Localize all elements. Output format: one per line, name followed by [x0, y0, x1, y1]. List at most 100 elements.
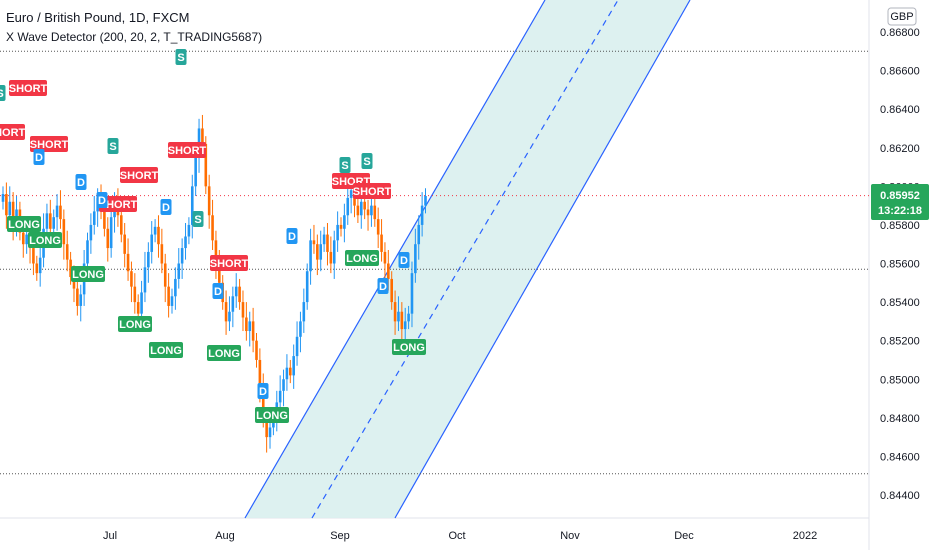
candle-body — [278, 390, 282, 403]
signal-badge — [71, 266, 105, 282]
signal-badge — [192, 211, 204, 227]
signal-label: SHORT — [9, 83, 48, 95]
d-signal: D — [96, 192, 108, 208]
candle-body — [72, 277, 76, 289]
candle-body — [52, 217, 55, 229]
candle-body — [268, 427, 272, 438]
signal-label: LONG — [393, 342, 425, 354]
candle-body — [295, 336, 299, 357]
candle-body — [184, 236, 187, 249]
candle-body — [32, 248, 35, 264]
signal-label: S — [363, 156, 370, 168]
candle-body — [414, 244, 417, 274]
candle-body — [397, 311, 400, 322]
signal-badge — [353, 183, 391, 199]
long-signal: LONG — [118, 316, 152, 332]
indicator-title[interactable]: X Wave Detector (200, 20, 2, T_TRADING56… — [6, 30, 263, 44]
candle-body — [319, 244, 323, 260]
candle-body — [373, 205, 377, 220]
candle-body — [241, 302, 245, 318]
d-signal: D — [160, 199, 172, 215]
candle-body — [407, 313, 410, 322]
signal-badge — [9, 80, 47, 96]
candle-body — [92, 211, 96, 225]
candle-body — [214, 240, 218, 264]
candle-body — [62, 219, 66, 245]
channel-fill — [245, 0, 690, 518]
signal-badge — [28, 232, 62, 248]
candle-body — [1, 194, 5, 202]
candle-body — [359, 201, 363, 216]
signal-label: LONG — [208, 348, 240, 360]
price-label-value: 0.85952 — [880, 190, 920, 202]
signal-badge — [30, 136, 68, 152]
y-tick-label: 0.86800 — [880, 27, 920, 39]
signal-badge — [99, 196, 137, 212]
signal-label: D — [35, 152, 43, 164]
candle-body — [282, 379, 285, 391]
candle-body — [326, 234, 329, 252]
candle-body — [255, 340, 258, 360]
current-price-label: 0.85952 13:22:18 — [871, 184, 929, 220]
candle-body — [261, 388, 265, 418]
d-signal: D — [377, 278, 389, 294]
signal-badge — [257, 383, 269, 399]
y-tick-label: 0.86400 — [880, 104, 920, 116]
currency-badge[interactable]: GBP — [887, 7, 917, 26]
candle-body — [194, 157, 197, 187]
candle-body — [177, 263, 181, 279]
signal-label: D — [259, 386, 267, 398]
s-signal: S — [175, 49, 187, 65]
signal-badge — [339, 157, 351, 173]
candle-body — [150, 234, 154, 252]
y-tick-label: 0.84600 — [880, 451, 920, 463]
candle-body — [123, 234, 126, 254]
signal-badge — [210, 255, 248, 271]
candle-body — [305, 271, 309, 303]
signal-label: D — [400, 255, 408, 267]
candle-body — [403, 321, 407, 330]
signal-badge — [33, 149, 45, 165]
signal-label: LONG — [256, 410, 288, 422]
candle-body — [69, 259, 72, 278]
candle-body — [366, 209, 370, 216]
signal-label: D — [214, 286, 222, 298]
signal-badge — [286, 228, 298, 244]
channel-lower-line — [394, 0, 691, 519]
candle-body — [174, 278, 177, 297]
signal-badge — [107, 138, 119, 154]
signal-label: SHORT — [210, 258, 249, 270]
regression-channel — [244, 0, 691, 519]
candle-body — [312, 240, 316, 245]
candle-body — [248, 321, 252, 332]
signal-badge — [398, 252, 410, 268]
candle-body — [343, 215, 346, 229]
short-signal: SHORT — [0, 124, 26, 140]
signal-label: S — [177, 52, 184, 64]
candle-body — [201, 128, 204, 144]
candle-body — [55, 205, 59, 218]
signal-label: SHORT — [120, 170, 159, 182]
currency-label: GBP — [890, 11, 913, 23]
channel-mid-line — [311, 0, 619, 519]
x-tick-label: Sep — [330, 530, 350, 542]
currency-box — [887, 7, 917, 26]
candle-body — [356, 205, 360, 216]
d-signal: D — [257, 383, 269, 399]
short-signal: SHORT — [168, 142, 207, 158]
candle-body — [103, 207, 106, 229]
candle-body — [292, 356, 295, 376]
candle-body — [370, 205, 373, 216]
candle-body — [5, 194, 8, 216]
short-signal: SHORT — [99, 196, 138, 212]
symbol-title[interactable]: Euro / British Pound, 1D, FXCM — [6, 10, 190, 25]
signal-badge — [149, 342, 183, 358]
long-signal: LONG — [71, 266, 105, 282]
y-tick-label: 0.86600 — [880, 66, 920, 78]
candle-body — [49, 213, 52, 229]
y-tick-label: 0.85200 — [880, 336, 920, 348]
candle-body — [285, 367, 289, 380]
candle-body — [130, 271, 133, 287]
signal-badge — [392, 339, 426, 355]
